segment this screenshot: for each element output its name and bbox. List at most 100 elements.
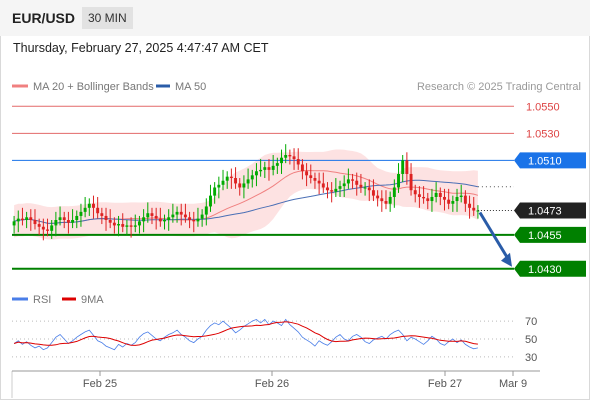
candle-body bbox=[413, 190, 417, 195]
candle-body bbox=[217, 184, 221, 188]
candle-body bbox=[468, 203, 472, 208]
candle-body bbox=[79, 211, 83, 216]
x-tick-label: Feb 27 bbox=[428, 378, 462, 390]
candle bbox=[117, 215, 121, 237]
candle-body bbox=[426, 198, 430, 202]
candle bbox=[413, 184, 417, 203]
candle-body bbox=[380, 198, 384, 202]
candle bbox=[284, 144, 288, 164]
candle-body bbox=[296, 159, 300, 165]
candle bbox=[321, 172, 325, 193]
candle bbox=[108, 209, 112, 229]
candle bbox=[434, 182, 438, 203]
candle-body bbox=[192, 220, 196, 222]
candle bbox=[192, 211, 196, 233]
candle bbox=[75, 210, 79, 229]
candle bbox=[183, 203, 187, 223]
candle-body bbox=[188, 217, 192, 220]
candle bbox=[417, 186, 421, 208]
candle-body bbox=[33, 220, 37, 225]
candle bbox=[225, 171, 229, 189]
candle-body bbox=[179, 211, 183, 215]
ma50-line bbox=[13, 179, 478, 224]
candle bbox=[137, 215, 141, 234]
candle bbox=[459, 184, 463, 203]
candle-body bbox=[225, 176, 229, 181]
candle bbox=[346, 168, 350, 189]
candle-body bbox=[129, 225, 133, 227]
candle-body bbox=[96, 207, 100, 214]
candle bbox=[37, 218, 41, 235]
candle bbox=[92, 195, 95, 219]
candle-body bbox=[25, 217, 29, 220]
candle-body bbox=[430, 196, 434, 202]
candle bbox=[300, 159, 304, 180]
candle bbox=[430, 188, 434, 212]
candle bbox=[96, 196, 100, 219]
candle-body bbox=[409, 173, 413, 191]
candle bbox=[438, 187, 442, 206]
candle-body bbox=[66, 220, 70, 223]
candle bbox=[41, 218, 45, 241]
candle-body bbox=[112, 222, 116, 226]
candle-body bbox=[254, 171, 258, 176]
x-tick-label: Feb 25 bbox=[83, 378, 117, 390]
candle-body bbox=[54, 220, 58, 226]
candle-body bbox=[359, 184, 363, 188]
candle bbox=[71, 209, 75, 229]
candle-body bbox=[29, 217, 33, 220]
candle bbox=[422, 186, 426, 204]
level-box-1.0510 bbox=[514, 152, 586, 169]
candle-body bbox=[384, 201, 388, 204]
candle-body bbox=[62, 217, 66, 220]
last-price-label: 1.0473 bbox=[528, 206, 562, 218]
candle-body bbox=[438, 192, 442, 197]
candle-body bbox=[238, 183, 242, 188]
candle-body bbox=[234, 178, 238, 184]
candle bbox=[242, 175, 246, 199]
candle-body bbox=[83, 207, 87, 212]
candle bbox=[380, 190, 384, 212]
candle bbox=[367, 179, 371, 202]
candle-body bbox=[334, 188, 338, 192]
rsi-line bbox=[13, 318, 478, 351]
candle-body bbox=[371, 190, 375, 196]
candle-body bbox=[92, 203, 95, 208]
candle bbox=[330, 182, 334, 203]
candle bbox=[355, 172, 359, 196]
candle bbox=[326, 182, 329, 199]
candle-body bbox=[108, 220, 112, 223]
candle-body bbox=[288, 155, 292, 157]
candle bbox=[29, 209, 33, 231]
candle-body bbox=[292, 156, 296, 160]
candle-body bbox=[367, 187, 371, 191]
rsi-tick-70: 70 bbox=[525, 316, 537, 328]
candle bbox=[46, 218, 49, 237]
candle-body bbox=[204, 206, 208, 215]
candle bbox=[150, 207, 154, 225]
candle bbox=[384, 190, 388, 210]
candle bbox=[392, 179, 396, 208]
candle-body bbox=[300, 164, 304, 172]
candle bbox=[401, 155, 405, 183]
candle-body bbox=[250, 175, 254, 180]
candle bbox=[338, 180, 342, 197]
last-price-box bbox=[514, 202, 586, 219]
candle bbox=[463, 190, 467, 212]
timeframe-button[interactable]: 30 MIN bbox=[82, 7, 133, 29]
candle bbox=[334, 178, 338, 197]
level-box-1.0430 bbox=[514, 260, 586, 277]
candle bbox=[188, 211, 192, 229]
candle bbox=[83, 196, 87, 218]
candle-body bbox=[401, 160, 405, 174]
candle-body bbox=[305, 171, 309, 176]
rsi-tick-30: 30 bbox=[525, 352, 537, 364]
candle-body bbox=[196, 218, 200, 222]
candle-body bbox=[275, 163, 279, 166]
candle bbox=[305, 163, 309, 187]
candle-body bbox=[346, 179, 350, 184]
candle bbox=[129, 217, 133, 238]
candle-body bbox=[229, 176, 233, 179]
candle bbox=[125, 220, 129, 235]
candle bbox=[363, 182, 367, 196]
